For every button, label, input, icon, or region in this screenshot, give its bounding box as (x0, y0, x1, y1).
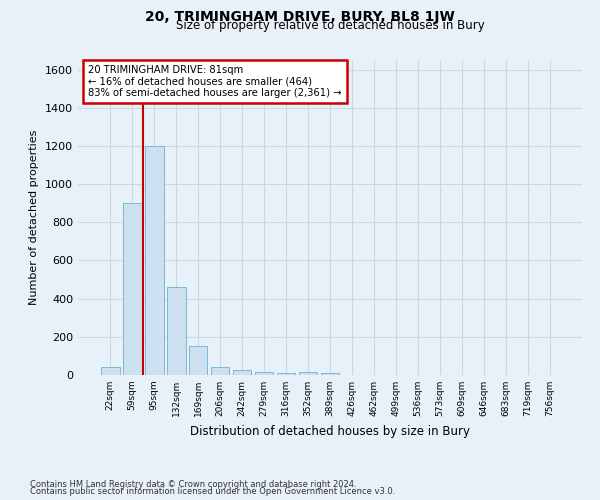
Bar (189, 346, 208, 375)
Bar (277, 372, 295, 375)
Title: Size of property relative to detached houses in Bury: Size of property relative to detached ho… (176, 20, 484, 32)
Bar (167, 287, 185, 375)
Bar (211, 368, 229, 375)
Text: Contains HM Land Registry data © Crown copyright and database right 2024.: Contains HM Land Registry data © Crown c… (30, 480, 356, 489)
X-axis label: Distribution of detached houses by size in Bury: Distribution of detached houses by size … (190, 424, 470, 438)
Bar (320, 373, 340, 375)
Bar (101, 368, 119, 375)
Text: 20, TRIMINGHAM DRIVE, BURY, BL8 1JW: 20, TRIMINGHAM DRIVE, BURY, BL8 1JW (145, 10, 455, 24)
Text: Contains public sector information licensed under the Open Government Licence v3: Contains public sector information licen… (30, 488, 395, 496)
Bar (255, 372, 274, 375)
Bar (299, 372, 317, 375)
Bar (145, 146, 164, 375)
Text: 20 TRIMINGHAM DRIVE: 81sqm
← 16% of detached houses are smaller (464)
83% of sem: 20 TRIMINGHAM DRIVE: 81sqm ← 16% of deta… (88, 64, 341, 98)
Y-axis label: Number of detached properties: Number of detached properties (29, 130, 40, 305)
Bar (123, 203, 142, 375)
Bar (233, 370, 251, 375)
